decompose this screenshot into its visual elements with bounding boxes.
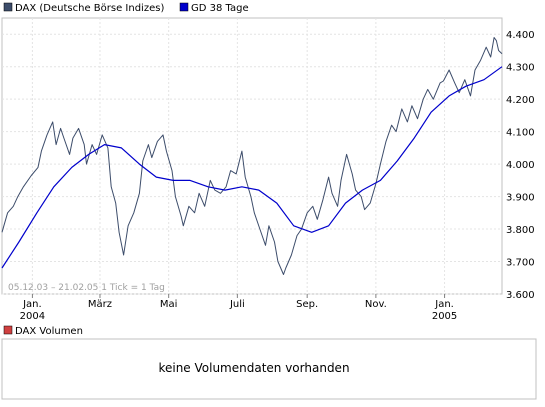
x-tick-label: Sep. bbox=[296, 299, 318, 310]
dax-series-line bbox=[1, 37, 503, 275]
dax-legend-swatch bbox=[3, 2, 13, 12]
x-tick-label: Juli bbox=[229, 299, 245, 310]
grid bbox=[2, 18, 502, 295]
y-tick-label: 4.300 bbox=[506, 63, 535, 74]
y-tick-label: 4.400 bbox=[506, 30, 535, 41]
x-tick-label: Mai bbox=[160, 299, 178, 310]
gd38-series-line bbox=[1, 66, 503, 269]
no-volume-message: keine Volumendaten vorhanden bbox=[158, 361, 349, 375]
dax-legend-label: DAX (Deutsche Börse Indizes) bbox=[15, 3, 164, 14]
x-tick-label: März bbox=[88, 299, 112, 310]
volume-legend-label: DAX Volumen bbox=[15, 326, 83, 337]
y-tick-label: 4.000 bbox=[506, 160, 535, 171]
y-tick-label: 3.600 bbox=[506, 290, 535, 301]
date-range-info: 05.12.03 – 21.02.05 1 Tick = 1 Tag bbox=[8, 283, 165, 293]
volume-panel bbox=[1, 338, 537, 400]
y-tick-label: 3.900 bbox=[506, 193, 535, 204]
gd38-legend-swatch bbox=[179, 2, 189, 12]
x-tick-year-label: 2005 bbox=[432, 311, 457, 322]
x-tick-label: Jan. bbox=[22, 299, 42, 310]
y-tick-label: 4.100 bbox=[506, 128, 535, 139]
x-tick-year-label: 2004 bbox=[20, 311, 45, 322]
volume-legend-swatch bbox=[3, 325, 13, 335]
x-tick-label: Nov. bbox=[365, 299, 387, 310]
plot-frame bbox=[1, 17, 503, 295]
series bbox=[1, 37, 503, 275]
y-tick-label: 3.800 bbox=[506, 225, 535, 236]
y-tick-label: 3.700 bbox=[506, 258, 535, 269]
x-tick-label: Jan. bbox=[434, 299, 454, 310]
y-axis: 4.400 4.300 4.200 4.100 4.000 3.900 3.800 3.700… bbox=[506, 30, 535, 301]
gd38-legend-label: GD 38 Tage bbox=[191, 3, 249, 14]
y-tick-label: 4.200 bbox=[506, 95, 535, 106]
